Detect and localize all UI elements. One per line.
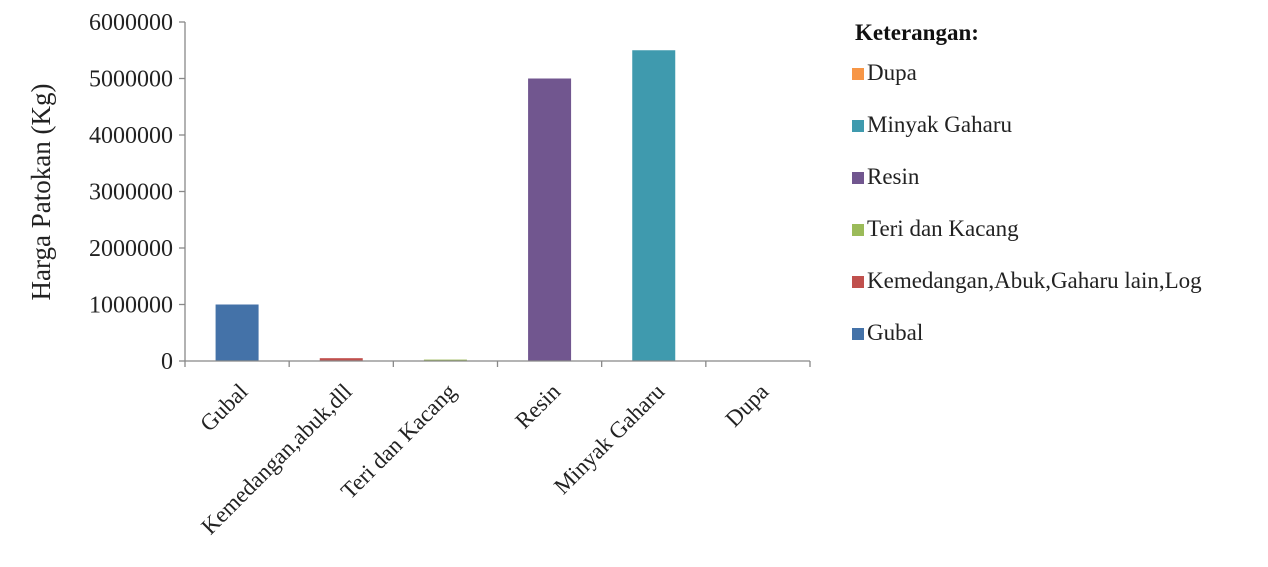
y-tick-label: 3000000 xyxy=(89,180,173,206)
legend-label: Dupa xyxy=(867,60,917,85)
legend-label: Minyak Gaharu xyxy=(867,112,1012,137)
y-tick-label: 0 xyxy=(161,349,173,375)
y-tick-label: 1000000 xyxy=(89,293,173,319)
legend-label: Teri dan Kacang xyxy=(867,216,1019,241)
legend-swatch xyxy=(852,224,864,236)
legend-swatch xyxy=(852,68,864,80)
legend-swatch xyxy=(852,120,864,132)
y-tick-label: 6000000 xyxy=(89,10,173,36)
bar-0 xyxy=(215,304,259,361)
y-tick-label: 5000000 xyxy=(89,67,173,93)
legend: Keterangan: Dupa Minyak Gaharu Resin Teri d… xyxy=(852,20,1202,345)
x-tick-label: Gubal xyxy=(195,379,252,436)
legend-swatch xyxy=(852,328,864,340)
x-tick-label: Resin xyxy=(510,379,565,434)
bar-1 xyxy=(319,358,363,361)
bar-3 xyxy=(528,78,572,361)
y-axis-title: Harga Patokan (Kg) xyxy=(26,84,56,301)
y-axis-ticks: 0 1000000 2000000 3000000 4000000 5000000 6000… xyxy=(89,10,185,375)
legend-label: Resin xyxy=(867,164,920,189)
legend-label: Gubal xyxy=(867,320,923,345)
legend-label: Kemedangan,Abuk,Gaharu lain,Log xyxy=(867,268,1202,293)
bars xyxy=(215,50,676,361)
bar-4 xyxy=(632,50,676,361)
legend-swatch xyxy=(852,172,864,184)
x-tick-label: Dupa xyxy=(721,379,774,432)
x-tick-label: Minyak Gaharu xyxy=(549,379,670,500)
legend-title: Keterangan: xyxy=(855,20,979,45)
y-tick-label: 4000000 xyxy=(89,123,173,149)
bar-2 xyxy=(423,359,467,361)
legend-swatch xyxy=(852,276,864,288)
y-tick-label: 2000000 xyxy=(89,236,173,262)
